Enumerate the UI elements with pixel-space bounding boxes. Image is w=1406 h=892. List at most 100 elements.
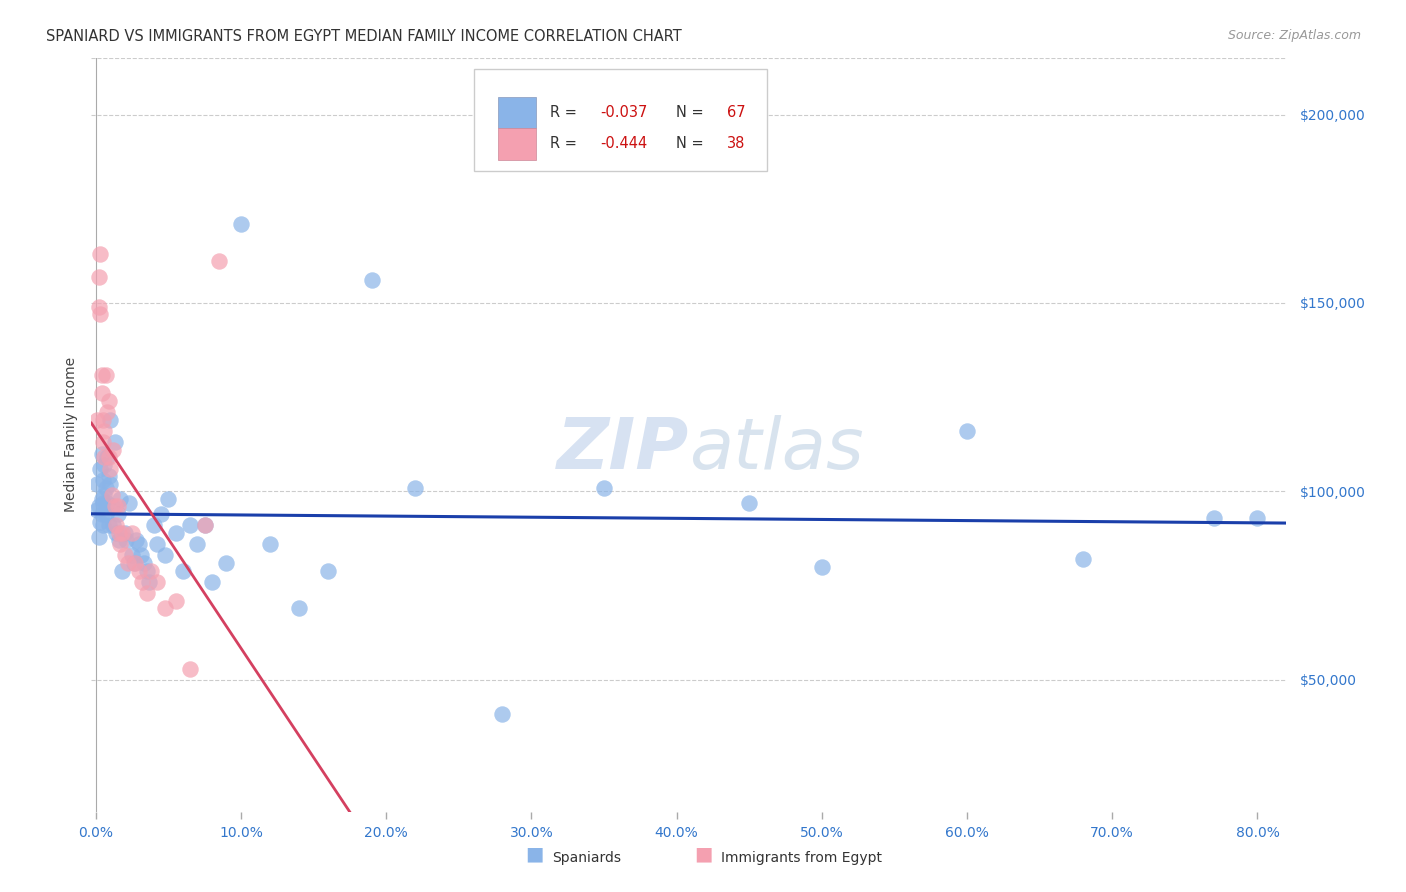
Point: [1071, 552, 1094, 566]
Point: [128, 564, 150, 578]
Point: [100, 488, 122, 502]
Point: [145, 574, 167, 589]
Point: [1202, 510, 1225, 524]
Point: [93, 450, 115, 465]
Point: [89, 515, 111, 529]
Point: [108, 525, 131, 540]
Text: 67: 67: [727, 105, 745, 120]
Point: [114, 549, 136, 563]
Point: [593, 481, 616, 495]
Point: [360, 273, 382, 287]
Point: [94, 507, 117, 521]
Point: [94, 481, 117, 495]
Point: [101, 442, 124, 457]
Point: [110, 537, 132, 551]
Point: [288, 601, 311, 615]
Point: [104, 435, 127, 450]
Point: [98, 462, 121, 476]
Text: N =: N =: [676, 136, 709, 152]
Point: [738, 496, 761, 510]
Point: [124, 556, 146, 570]
FancyBboxPatch shape: [474, 70, 766, 171]
Point: [138, 574, 160, 589]
Point: [97, 469, 120, 483]
Point: [194, 518, 217, 533]
Point: [179, 518, 201, 533]
Text: R =: R =: [550, 136, 582, 152]
Point: [150, 507, 173, 521]
Point: [811, 559, 834, 574]
Point: [100, 500, 122, 514]
Point: [89, 307, 111, 321]
Text: ZIP: ZIP: [557, 416, 689, 484]
Point: [194, 518, 217, 533]
Point: [139, 564, 162, 578]
Point: [91, 518, 114, 533]
Point: [122, 556, 145, 570]
Point: [155, 601, 177, 615]
Point: [97, 518, 120, 533]
Point: [131, 574, 153, 589]
Point: [114, 525, 136, 540]
Point: [121, 525, 143, 540]
Point: [87, 300, 110, 314]
Point: [316, 564, 339, 578]
Point: [93, 424, 115, 438]
Point: [97, 450, 120, 465]
Point: [87, 500, 110, 514]
Text: N =: N =: [676, 105, 709, 120]
Point: [93, 488, 115, 502]
Text: -0.444: -0.444: [600, 136, 648, 152]
Point: [115, 533, 138, 548]
Point: [111, 564, 134, 578]
Point: [155, 549, 177, 563]
Point: [121, 549, 143, 563]
Point: [215, 556, 238, 570]
Point: [101, 518, 124, 533]
Point: [201, 574, 224, 589]
Point: [186, 537, 208, 551]
Point: [108, 533, 131, 548]
Point: [142, 518, 165, 533]
Point: [93, 458, 115, 472]
Point: [89, 247, 111, 261]
Point: [128, 537, 150, 551]
Point: [165, 593, 187, 607]
Point: [86, 476, 108, 491]
Point: [90, 507, 112, 521]
Point: [96, 496, 118, 510]
Point: [179, 661, 201, 675]
Text: -0.037: -0.037: [600, 105, 648, 120]
Point: [94, 368, 117, 382]
FancyBboxPatch shape: [498, 97, 536, 128]
Point: [90, 368, 112, 382]
Text: R =: R =: [550, 105, 582, 120]
Point: [125, 533, 148, 548]
Point: [89, 462, 111, 476]
Point: [91, 496, 114, 510]
Point: [165, 525, 187, 540]
Point: [110, 491, 132, 506]
Point: [145, 537, 167, 551]
Text: ■: ■: [693, 845, 713, 863]
Point: [1246, 510, 1268, 524]
Point: [96, 405, 118, 419]
Point: [96, 450, 118, 465]
Point: [90, 491, 112, 506]
Point: [118, 496, 141, 510]
Point: [87, 530, 110, 544]
Point: [259, 537, 281, 551]
Text: Immigrants from Egypt: Immigrants from Egypt: [721, 851, 883, 865]
FancyBboxPatch shape: [498, 128, 536, 160]
Text: Source: ZipAtlas.com: Source: ZipAtlas.com: [1227, 29, 1361, 42]
Point: [104, 500, 127, 514]
Point: [107, 507, 129, 521]
Point: [117, 556, 139, 570]
Point: [132, 556, 155, 570]
Point: [97, 393, 120, 408]
Point: [956, 424, 979, 438]
Point: [229, 217, 252, 231]
Point: [404, 481, 426, 495]
Point: [86, 503, 108, 517]
Point: [491, 706, 513, 721]
